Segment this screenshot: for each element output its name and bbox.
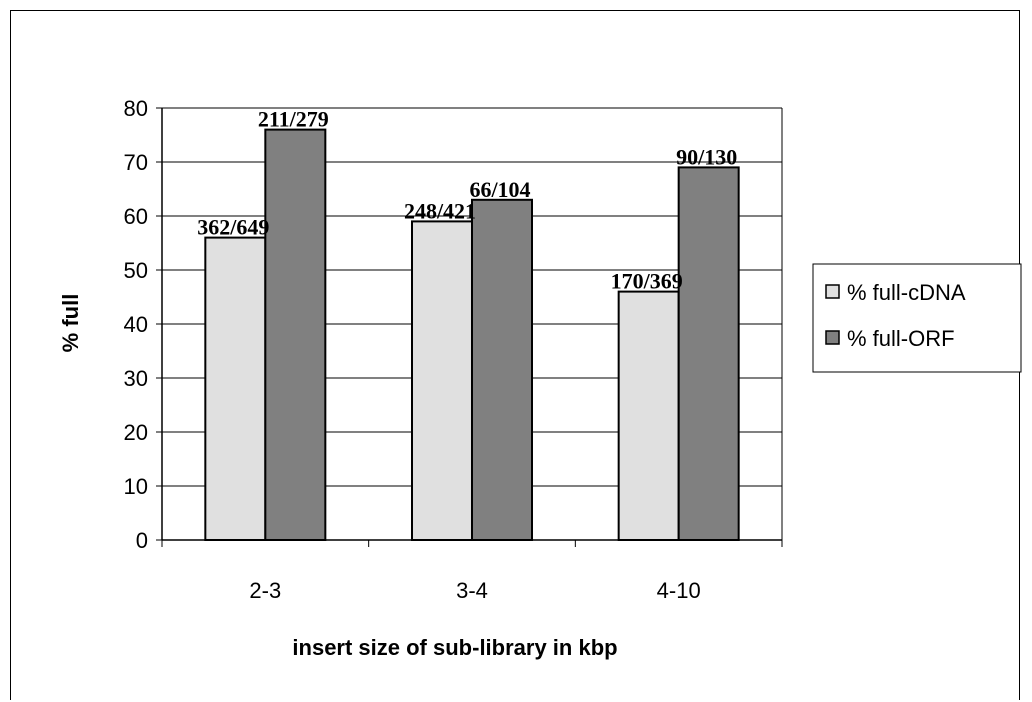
x-axis-title: insert size of sub-library in kbp — [292, 635, 617, 660]
data-label: 211/279 — [258, 107, 329, 132]
legend-box — [812, 263, 1022, 373]
data-label: 170/369 — [611, 269, 683, 294]
bar-cdna — [204, 236, 267, 541]
y-tick-label: 0 — [136, 528, 148, 553]
bar-cdna — [617, 290, 680, 541]
data-label: 362/649 — [197, 215, 269, 240]
legend-label: % full-ORF — [847, 326, 955, 351]
y-axis-title: % full — [58, 294, 83, 353]
data-label: 248/421 — [404, 198, 476, 223]
y-tick-label: 20 — [124, 420, 148, 445]
legend-swatch — [825, 330, 840, 345]
data-label: 66/104 — [469, 177, 530, 202]
y-tick-label: 30 — [124, 366, 148, 391]
bar-orf — [471, 198, 533, 542]
legend-label: % full-cDNA — [847, 280, 966, 305]
legend: % full-cDNA % full-ORF — [812, 263, 1022, 373]
y-tick-label: 70 — [124, 150, 148, 175]
bar-orf — [264, 128, 327, 541]
y-tick-label: 10 — [124, 474, 148, 499]
legend-swatch — [825, 284, 840, 299]
y-tick-label: 40 — [124, 312, 148, 337]
y-tick-label: 80 — [124, 96, 148, 121]
data-label: 90/130 — [676, 144, 737, 169]
x-tick-label: 4-10 — [657, 578, 701, 603]
axes — [156, 107, 783, 547]
x-tick-labels: 2-3 3-4 4-10 — [249, 578, 700, 603]
x-tick-label: 2-3 — [249, 578, 281, 603]
bars — [204, 128, 740, 542]
y-tick-labels: 0 10 20 30 40 50 60 70 80 — [124, 96, 148, 553]
bar-orf — [677, 166, 740, 541]
x-tick-label: 3-4 — [456, 578, 488, 603]
y-tick-label: 60 — [124, 204, 148, 229]
y-tick-label: 50 — [124, 258, 148, 283]
bar-cdna — [411, 220, 473, 541]
